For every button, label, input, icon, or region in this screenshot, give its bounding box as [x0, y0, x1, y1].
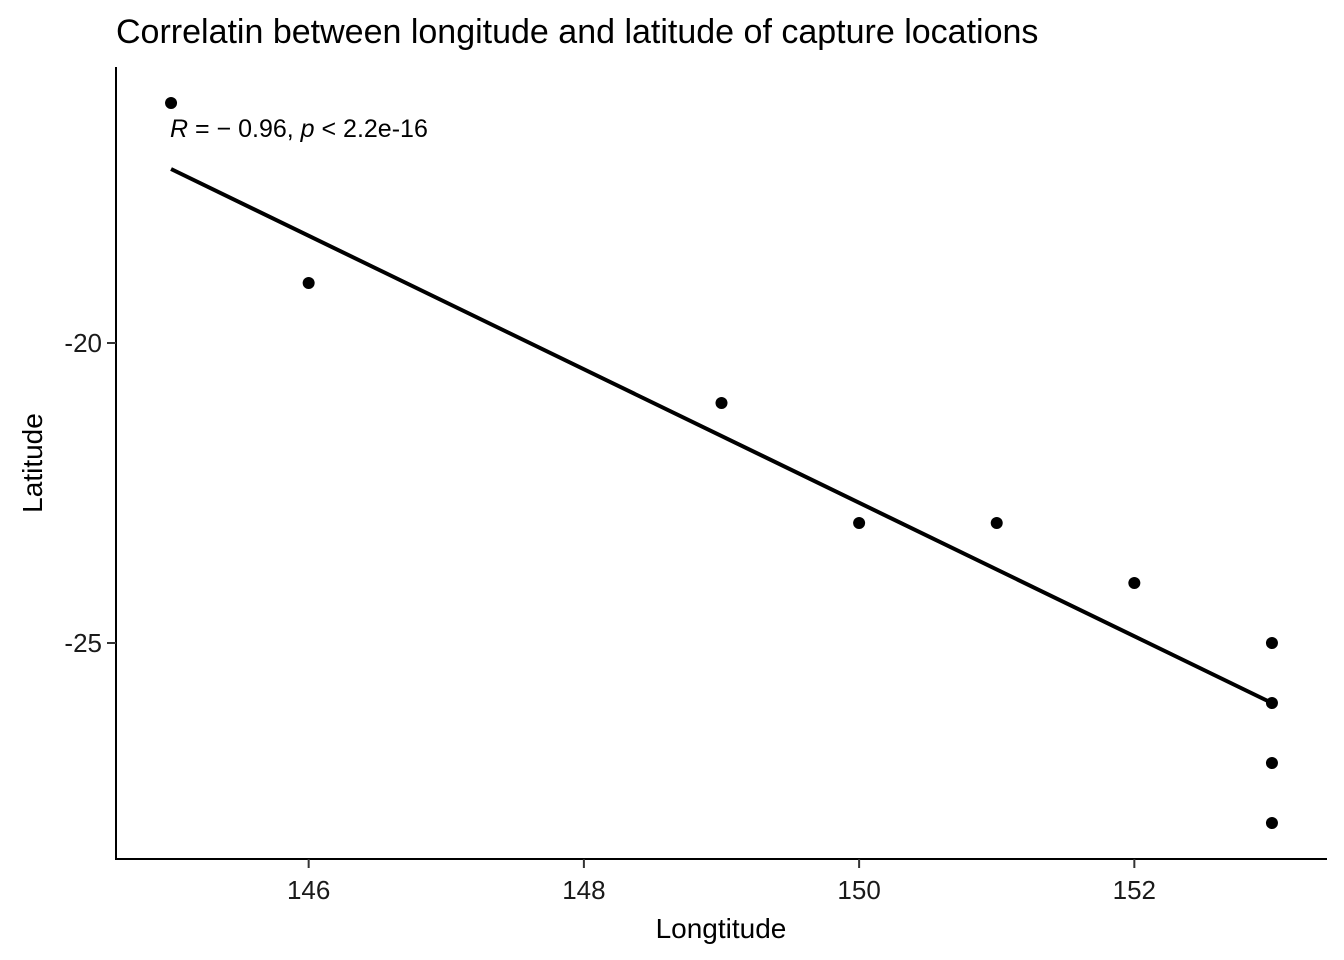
data-point	[1265, 757, 1278, 769]
data-point	[1265, 817, 1278, 829]
y-tick-label: -20	[64, 328, 102, 358]
annotation-p-symbol: p	[300, 115, 315, 143]
x-tick-label: 150	[837, 875, 880, 905]
y-axis-title: Latitude	[17, 413, 48, 513]
x-tick-label: 148	[562, 875, 605, 905]
data-point	[302, 277, 315, 289]
data-point	[165, 97, 178, 109]
annotation-r-symbol: R	[170, 115, 188, 143]
x-axis-title: Longtitude	[656, 913, 787, 944]
x-tick-label: 152	[1113, 875, 1156, 905]
data-point	[853, 517, 866, 529]
x-axis: 146 148 150 152	[115, 858, 1327, 905]
y-tick-label: -25	[64, 628, 102, 658]
data-point	[1128, 577, 1141, 589]
data-point	[1265, 637, 1278, 649]
regression-line-group	[170, 167, 1273, 705]
data-point	[990, 517, 1003, 529]
regression-line	[170, 167, 1273, 705]
y-axis: -20 -25	[64, 67, 117, 859]
annotation-p-value: < 2.2e-16	[315, 115, 428, 143]
chart-title: Correlatin between longitude and latitud…	[116, 13, 1038, 51]
data-point	[1265, 697, 1278, 709]
data-points	[165, 97, 1278, 829]
data-point	[715, 397, 728, 409]
correlation-annotation: R = − 0.96, p < 2.2e-16	[170, 115, 428, 143]
annotation-r-value: = − 0.96,	[188, 115, 301, 143]
x-tick-label: 146	[287, 875, 330, 905]
